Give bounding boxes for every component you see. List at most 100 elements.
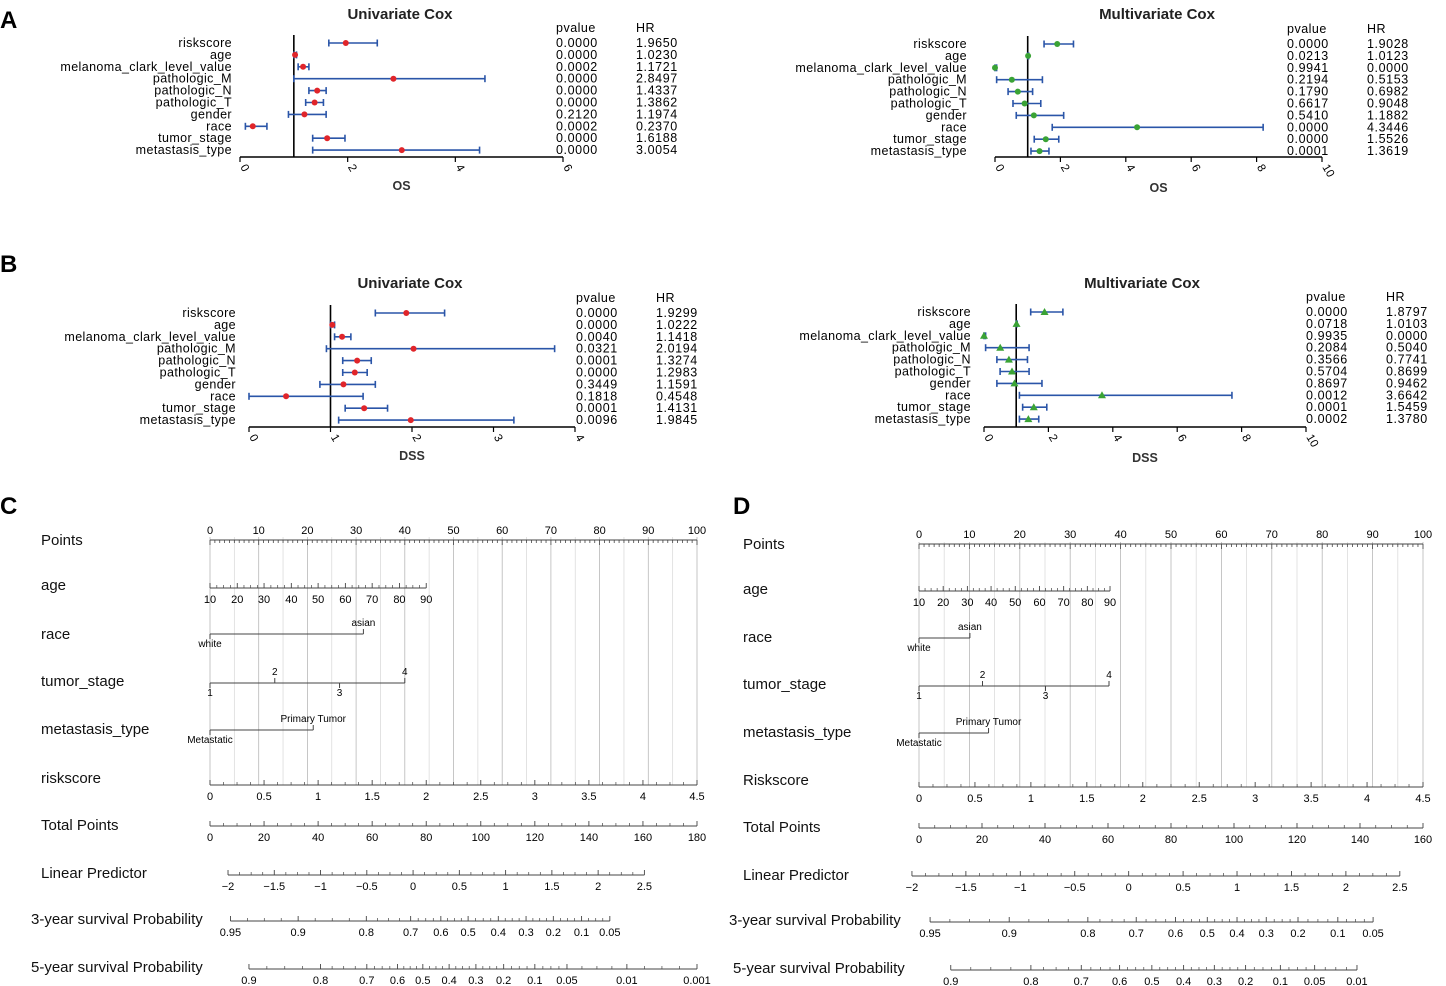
x-tick-label: 6 [560, 163, 574, 175]
variable-name: melanoma_clark_level_value [64, 330, 236, 344]
category-level-label: 4 [402, 667, 408, 678]
scale-tick-label: 4.5 [1415, 793, 1430, 805]
hr-marker [407, 417, 414, 424]
scale-tick-label: 0.9 [241, 975, 256, 986]
points-tick-label: 50 [447, 525, 459, 537]
pvalue-value: 0.0001 [1287, 144, 1329, 158]
category-level-label: asian [351, 618, 375, 629]
pvalue-value: 0.0000 [1287, 132, 1329, 146]
scale-tick-label: 0 [207, 791, 213, 803]
scale-tick-label: 0 [916, 793, 922, 805]
hr-column-header: HR [636, 21, 655, 35]
hr-marker [249, 123, 256, 130]
scale-tick-label: 0 [1126, 882, 1132, 894]
scale-tick-label: 0.8 [359, 927, 374, 939]
scale-tick-label: 80 [420, 832, 432, 844]
scale-tick-label: 40 [985, 597, 997, 609]
scale-tick-label: 0.05 [556, 975, 577, 986]
hr-marker [301, 111, 308, 118]
scale-tick-label: 0.5 [452, 881, 467, 893]
hr-marker [996, 343, 1005, 351]
points-tick-label: 40 [399, 525, 411, 537]
nomogram-row-label: metastasis_type [743, 724, 851, 741]
hr-column-header: HR [656, 291, 675, 305]
hr-value: 1.3274 [656, 354, 698, 368]
forest-plot-A-uni: Univariate Cox pvalue HR 0 2 4 6 OS riskscore 0.0… [60, 6, 677, 193]
scale-tick-label: 2 [423, 791, 429, 803]
scale-tick-label: 0.05 [1362, 928, 1383, 940]
scale-tick-label: 10 [204, 594, 216, 606]
points-tick-label: 50 [1165, 529, 1177, 541]
hr-value: 0.6982 [1367, 85, 1409, 99]
nomogram-row-label: age [41, 577, 66, 594]
category-level-label: Metastatic [896, 738, 942, 749]
points-tick-label: 60 [496, 525, 508, 537]
scale-tick-label: 1 [503, 881, 509, 893]
pvalue-value: 0.9935 [1306, 329, 1348, 343]
variable-name: pathologic_M [153, 72, 232, 86]
scale-tick-label: 0.9 [290, 927, 305, 939]
scale-tick-label: 20 [231, 594, 243, 606]
scale-tick-label: 60 [366, 832, 378, 844]
scale-tick-label: 0.3 [468, 975, 483, 986]
nomogram-row-label: age [743, 581, 768, 598]
hr-value: 1.6188 [636, 131, 678, 145]
hr-marker [398, 147, 405, 154]
nomogram-row-label: Riskscore [743, 772, 809, 789]
points-tick-label: 70 [545, 525, 557, 537]
scale-tick-label: 1.5 [1284, 882, 1299, 894]
x-axis-label: DSS [1132, 451, 1158, 465]
hr-marker [1004, 355, 1013, 363]
scale-tick-label: 0.1 [1330, 928, 1345, 940]
pvalue-value: 0.0000 [576, 306, 618, 320]
forest-plot-B-uni: Univariate Cox pvalue HR 0 1 2 3 4 DSS riskscore 0… [64, 275, 697, 463]
pvalue-value: 0.0718 [1306, 317, 1348, 331]
x-tick-label: 0 [237, 163, 251, 175]
hr-value: 1.1882 [1367, 108, 1409, 122]
scale-tick-label: 1 [1028, 793, 1034, 805]
pvalue-value: 0.5410 [1287, 108, 1329, 122]
scale-tick-label: 0.6 [390, 975, 405, 986]
scale-tick-label: 160 [634, 832, 652, 844]
nomogram-row-label: tumor_stage [743, 676, 826, 693]
variable-name: pathologic_M [892, 341, 971, 355]
pvalue-value: 0.0000 [1306, 305, 1348, 319]
nomogram-row-label: Linear Predictor [41, 865, 147, 882]
hr-value: 1.3862 [636, 96, 678, 110]
hr-value: 1.9650 [636, 36, 678, 50]
x-tick-label: 2 [1046, 433, 1060, 445]
variable-name: race [210, 389, 236, 403]
hr-marker [1008, 76, 1015, 83]
scale-tick-label: 0.4 [441, 975, 456, 986]
scale-tick-label: 30 [258, 594, 270, 606]
category-level-label: 2 [980, 670, 986, 681]
hr-marker [410, 345, 417, 352]
hr-value: 0.5040 [1386, 341, 1428, 355]
variable-name: pathologic_N [893, 353, 971, 367]
scale-tick-label: 0.7 [1074, 976, 1089, 986]
scale-tick-label: 90 [420, 594, 432, 606]
variable-name: tumor_stage [893, 132, 967, 146]
hr-marker [292, 51, 299, 58]
scale-tick-label: 0 [916, 834, 922, 846]
scale-tick-label: 2 [595, 881, 601, 893]
category-level-label: 1 [207, 688, 213, 699]
x-tick-label: 4 [1110, 433, 1124, 445]
points-tick-label: 30 [350, 525, 362, 537]
scale-tick-label: 120 [526, 832, 544, 844]
hr-value: 1.3619 [1367, 144, 1409, 158]
category-level-label: white [197, 639, 222, 650]
category-level-label: 4 [1106, 670, 1112, 681]
variable-name: gender [930, 376, 971, 390]
scale-tick-label: 0.001 [683, 975, 711, 986]
scale-tick-label: 0.7 [1129, 928, 1144, 940]
hr-column-header: HR [1367, 22, 1386, 36]
scale-tick-label: 0.05 [599, 927, 620, 939]
hr-value: 0.8699 [1386, 365, 1428, 379]
variable-name: pathologic_N [154, 84, 232, 98]
hr-marker [1040, 308, 1049, 315]
x-axis-label: OS [392, 179, 410, 193]
points-tick-label: 0 [207, 525, 213, 537]
scale-tick-label: 180 [688, 832, 706, 844]
variable-name: metastasis_type [136, 143, 232, 157]
